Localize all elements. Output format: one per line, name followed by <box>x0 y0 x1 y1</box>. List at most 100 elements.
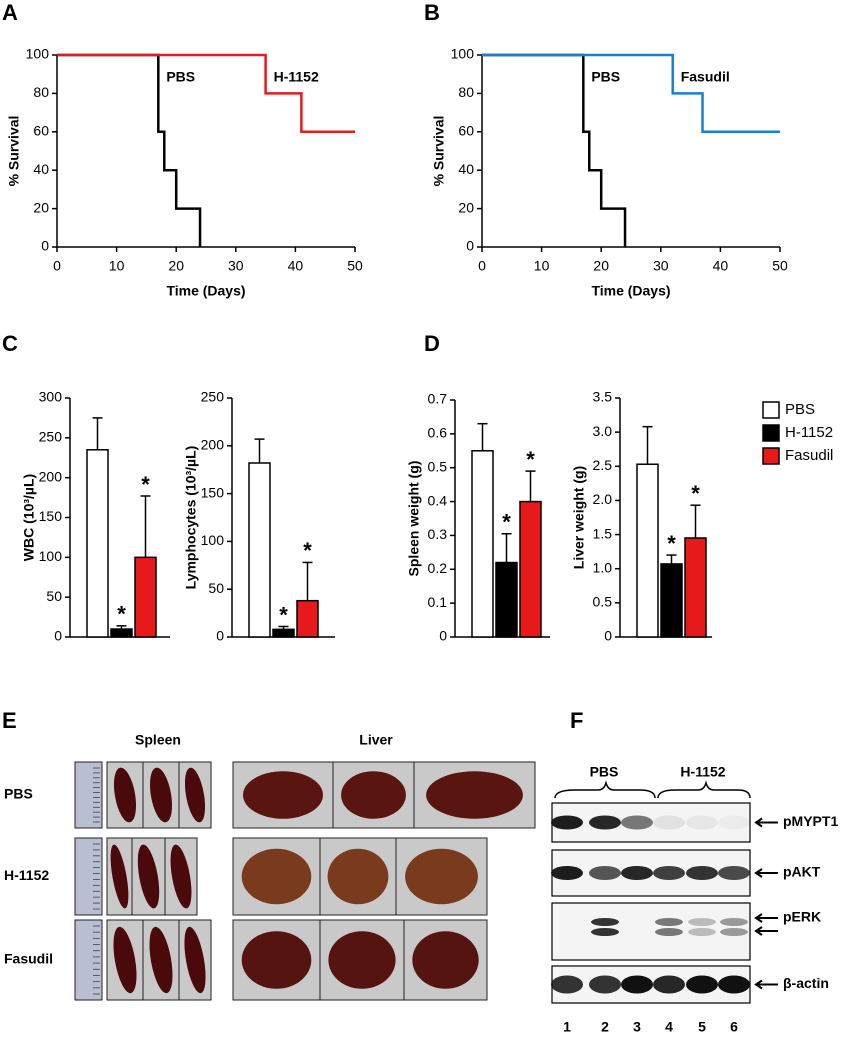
liver <box>341 771 406 819</box>
legend-label: H-1152 <box>785 424 833 441</box>
bar <box>272 628 295 638</box>
legend-swatch <box>762 447 780 465</box>
x-tick-label: 10 <box>534 258 550 274</box>
band <box>653 815 685 830</box>
bar <box>296 599 319 638</box>
band <box>655 918 683 926</box>
bar <box>660 563 683 638</box>
y-tick-label: 0 <box>54 628 62 644</box>
band <box>688 918 716 926</box>
bar <box>495 561 518 638</box>
y-tick-label: 100 <box>26 46 50 62</box>
column-header: Liver <box>359 732 393 748</box>
survival-line <box>57 53 202 247</box>
spleen <box>184 926 206 994</box>
row-label: H-1152 <box>4 867 49 883</box>
band <box>589 975 621 994</box>
panel-label: E <box>2 708 17 733</box>
liver <box>243 771 323 819</box>
y-tick-label: 100 <box>451 46 475 62</box>
band <box>720 928 748 936</box>
spleen <box>137 844 160 909</box>
y-tick-label: 0 <box>41 238 49 254</box>
liver <box>405 848 478 905</box>
significance-mark: * <box>141 472 150 497</box>
survival-line <box>482 53 780 134</box>
y-tick-label: 200 <box>201 437 225 453</box>
y-tick-label: 50 <box>46 588 62 604</box>
band <box>653 975 685 994</box>
band <box>589 815 621 830</box>
legend-swatch <box>762 401 780 419</box>
legend-label: Fasudil <box>785 447 833 464</box>
row-label: PBS <box>4 786 33 802</box>
liver <box>426 771 523 819</box>
y-axis-label: Lymphocytes (10³/µL) <box>183 446 199 590</box>
arrow <box>754 926 778 936</box>
bar <box>248 462 271 638</box>
y-tick-label: 250 <box>201 389 225 405</box>
series-label: Fasudil <box>681 69 730 85</box>
lane-number: 4 <box>665 1019 673 1035</box>
y-tick-label: 200 <box>39 468 63 484</box>
y-tick-label: 0.2 <box>428 560 448 576</box>
bar <box>519 500 542 638</box>
x-tick-label: 30 <box>228 258 244 274</box>
band <box>688 928 716 936</box>
bar <box>86 449 109 638</box>
liver <box>241 931 312 989</box>
arrow <box>754 868 778 878</box>
band <box>551 815 583 830</box>
row-label: Fasudil <box>4 951 53 967</box>
protein-label: pMYPT1 <box>783 813 838 829</box>
band <box>718 975 750 994</box>
band <box>686 866 718 880</box>
y-tick-label: 3.5 <box>593 389 613 405</box>
group-label: PBS <box>590 764 619 780</box>
x-tick-label: 20 <box>168 258 184 274</box>
panel-label: B <box>424 0 440 25</box>
y-tick-label: 20 <box>458 199 474 215</box>
x-tick-label: 40 <box>288 258 304 274</box>
liver <box>328 931 396 989</box>
significance-mark: * <box>502 510 511 535</box>
y-tick-label: 0 <box>216 628 224 644</box>
y-tick-label: 300 <box>39 389 63 405</box>
y-tick-label: 0 <box>604 628 612 644</box>
y-tick-label: 40 <box>458 161 474 177</box>
protein-label: pAKT <box>783 864 821 880</box>
band <box>551 975 583 994</box>
y-tick-label: 1.0 <box>593 559 613 575</box>
band <box>655 928 683 936</box>
ruler <box>74 761 103 829</box>
bar <box>471 450 494 638</box>
y-tick-label: 80 <box>458 84 474 100</box>
significance-mark: * <box>526 447 535 472</box>
significance-mark: * <box>279 602 288 627</box>
group-label: H-1152 <box>680 764 725 780</box>
y-tick-label: 0 <box>439 628 447 644</box>
x-tick-label: 30 <box>653 258 669 274</box>
y-tick-label: 20 <box>33 199 49 215</box>
ruler <box>74 837 103 916</box>
band <box>686 975 718 994</box>
y-tick-label: 0.5 <box>428 458 448 474</box>
x-tick-label: 50 <box>347 258 363 274</box>
spleen <box>113 926 137 994</box>
significance-mark: * <box>691 481 700 506</box>
y-tick-label: 2.5 <box>593 457 613 473</box>
spleen <box>110 844 129 909</box>
y-tick-label: 60 <box>33 123 49 139</box>
significance-mark: * <box>303 538 312 563</box>
band <box>589 866 621 880</box>
spleen <box>113 767 137 823</box>
x-tick-label: 50 <box>772 258 788 274</box>
y-tick-label: 80 <box>33 84 49 100</box>
significance-mark: * <box>117 602 126 627</box>
y-tick-label: 250 <box>39 429 63 445</box>
y-tick-label: 0 <box>466 238 474 254</box>
survival-line <box>57 53 355 134</box>
y-tick-label: 0.3 <box>428 526 448 542</box>
band <box>621 815 653 830</box>
